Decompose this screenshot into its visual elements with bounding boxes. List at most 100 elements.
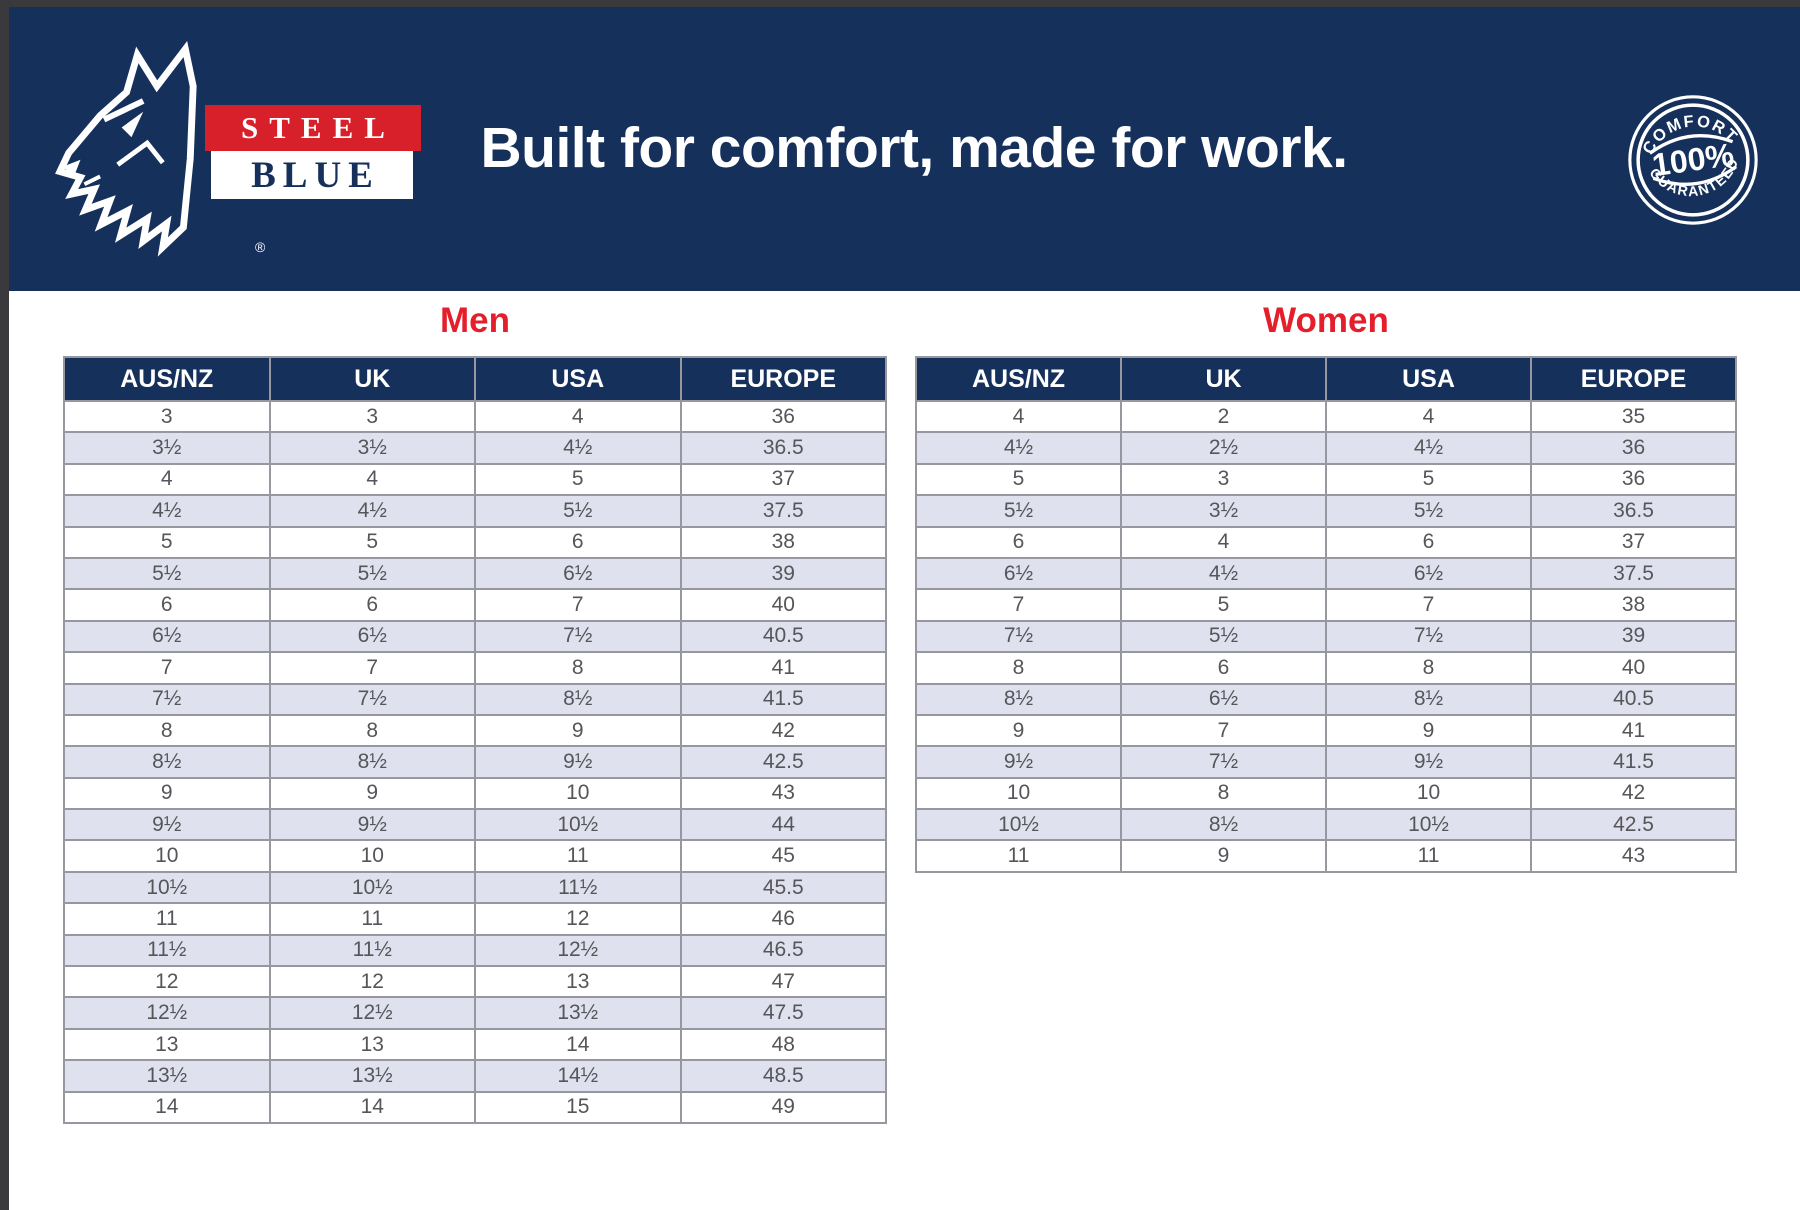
size-cell: 6½ [915, 556, 1122, 591]
size-cell: 4½ [63, 494, 271, 528]
size-cell: 46.5 [679, 933, 887, 968]
size-cell: 8½ [1325, 682, 1532, 716]
size-cell: 10½ [268, 870, 476, 905]
size-cell: 10 [474, 776, 682, 811]
size-cell: 5 [474, 462, 682, 497]
size-cell: 8 [915, 651, 1122, 685]
size-cell: 5½ [63, 556, 271, 591]
size-cell: 5½ [474, 494, 682, 528]
size-cell: 36.5 [679, 431, 887, 465]
size-cell: 12½ [474, 933, 682, 968]
size-cell: 7 [915, 588, 1122, 622]
column-header: AUS/NZ [63, 356, 271, 402]
size-cell: 4½ [1325, 431, 1532, 465]
column-header: USA [474, 356, 682, 402]
size-cell: 14 [63, 1090, 271, 1124]
size-cell: 7 [63, 651, 271, 685]
size-cell: 12 [63, 965, 271, 999]
size-cell: 11 [63, 902, 271, 936]
size-cell: 11 [1325, 839, 1532, 873]
size-cell: 8½ [915, 682, 1122, 716]
size-cell: 9½ [268, 808, 476, 842]
size-cell: 4½ [915, 431, 1122, 465]
size-cell: 3 [63, 399, 271, 434]
size-cell: 4 [1325, 399, 1532, 434]
size-cell: 3 [268, 399, 476, 434]
steel-blue-wordmark: STEEL BLUE [205, 105, 421, 199]
wordmark-blue: BLUE [211, 151, 413, 199]
size-cell: 6 [474, 525, 682, 559]
size-cell: 47 [679, 965, 887, 999]
table-row: 9 9 10 43 [63, 776, 887, 811]
size-cell: 40.5 [1530, 682, 1737, 716]
size-cell: 11 [268, 902, 476, 936]
size-cell: 45 [679, 839, 887, 873]
size-cell: 41 [679, 651, 887, 685]
size-cell: 6 [915, 525, 1122, 559]
table-row: 8 6 8 40 [915, 651, 1737, 685]
size-cell: 13 [474, 965, 682, 999]
size-cell: 45.5 [679, 870, 887, 905]
table-row: 5½ 5½ 6½ 39 [63, 556, 887, 591]
page-edge-top [0, 0, 1800, 7]
size-cell: 13½ [474, 996, 682, 1030]
size-cell: 13 [268, 1027, 476, 1062]
wordmark-steel: STEEL [205, 105, 421, 151]
women-section-title: Women [1263, 301, 1389, 340]
page-edge-left [0, 0, 9, 1210]
size-cell: 8½ [63, 745, 271, 779]
size-cell: 8 [63, 713, 271, 748]
table-row: 8½ 6½ 8½ 40.5 [915, 682, 1737, 716]
size-cell: 42 [1530, 776, 1737, 811]
size-cell: 13½ [268, 1059, 476, 1093]
size-cell: 3 [1120, 462, 1327, 497]
table-row: 6 4 6 37 [915, 525, 1737, 559]
size-cell: 41.5 [679, 682, 887, 716]
size-cell: 8 [268, 713, 476, 748]
size-cell: 43 [679, 776, 887, 811]
size-cell: 4 [268, 462, 476, 497]
size-cell: 36 [1530, 462, 1737, 497]
table-row: 5 5 6 38 [63, 525, 887, 559]
size-cell: 11 [474, 839, 682, 873]
size-cell: 40.5 [679, 619, 887, 654]
size-cell: 43 [1530, 839, 1737, 873]
size-cell: 6½ [63, 619, 271, 654]
size-cell: 14 [474, 1027, 682, 1062]
size-cell: 11½ [474, 870, 682, 905]
table-row: 8½ 8½ 9½ 42.5 [63, 745, 887, 779]
table-row: 6½ 6½ 7½ 40.5 [63, 619, 887, 654]
size-cell: 14½ [474, 1059, 682, 1093]
table-row: 10½ 8½ 10½ 42.5 [915, 808, 1737, 842]
table-row: 14 14 15 49 [63, 1090, 887, 1124]
table-row: 3 3 4 36 [63, 399, 887, 434]
column-header: USA [1325, 356, 1532, 402]
size-cell: 3½ [1120, 494, 1327, 528]
size-cell: 4 [63, 462, 271, 497]
size-cell: 7 [1325, 588, 1532, 622]
size-cell: 5 [915, 462, 1122, 497]
column-header: EUROPE [1530, 356, 1737, 402]
size-cell: 8½ [1120, 808, 1327, 842]
size-cell: 7½ [268, 682, 476, 716]
size-cell: 12 [474, 902, 682, 936]
size-cell: 7½ [1325, 619, 1532, 654]
size-cell: 37 [679, 462, 887, 497]
size-cell: 9 [63, 776, 271, 811]
size-cell: 48.5 [679, 1059, 887, 1093]
table-row: 13 13 14 48 [63, 1027, 887, 1062]
table-row: 10 8 10 42 [915, 776, 1737, 811]
size-cell: 12½ [63, 996, 271, 1030]
size-cell: 3½ [268, 431, 476, 465]
size-cell: 6½ [474, 556, 682, 591]
size-cell: 37 [1530, 525, 1737, 559]
size-cell: 3½ [63, 431, 271, 465]
size-cell: 7½ [63, 682, 271, 716]
size-cell: 4½ [268, 494, 476, 528]
women-size-table: AUS/NZ UK USA EUROPE 4 2 4 35 4½ 2½ 4½ 36 5 3 5 36 5½ 3½… [915, 356, 1737, 873]
table-row: 8 8 9 42 [63, 713, 887, 748]
size-cell: 4½ [474, 431, 682, 465]
size-cell: 5½ [915, 494, 1122, 528]
size-cell: 8 [1120, 776, 1327, 811]
size-cell: 38 [679, 525, 887, 559]
